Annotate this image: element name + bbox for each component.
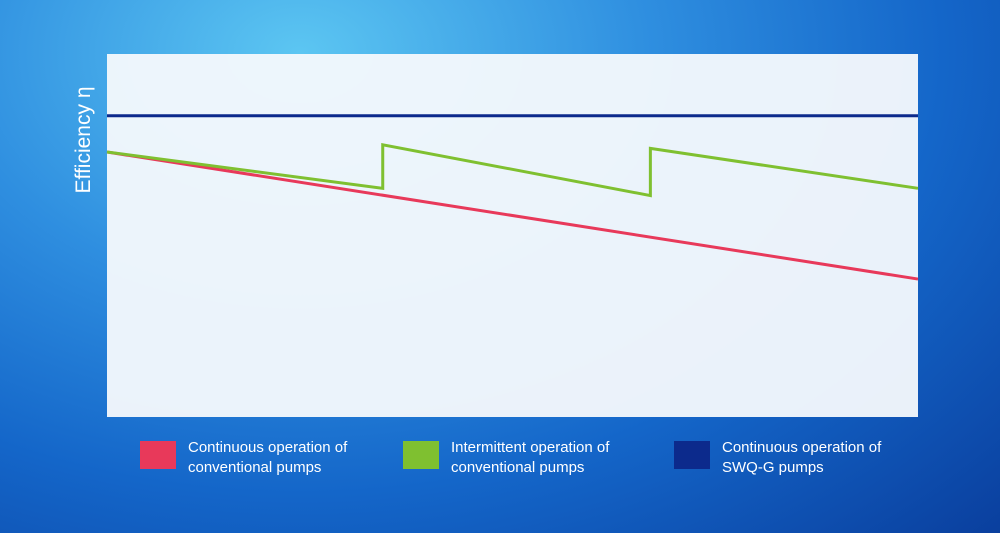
legend-item: Intermittent operation of conventional p…: [403, 438, 641, 478]
legend-label: Continuous operation of conventional pum…: [188, 439, 348, 476]
legend-item: Continuous operation of SWQ-G pumps: [674, 438, 912, 478]
legend-swatch: [674, 441, 710, 469]
y-axis-label: Efficiency η: [72, 87, 95, 194]
series-line: [106, 150, 919, 281]
legend-item: Continuous operation of conventional pum…: [140, 438, 378, 478]
plot-area: [107, 54, 918, 417]
legend-label: Continuous operation of SWQ-G pumps: [722, 439, 882, 476]
legend-label: Intermittent operation of conventional p…: [451, 439, 610, 476]
legend-swatch: [140, 441, 176, 469]
legend-swatch: [403, 441, 439, 469]
series-line: [106, 142, 919, 198]
